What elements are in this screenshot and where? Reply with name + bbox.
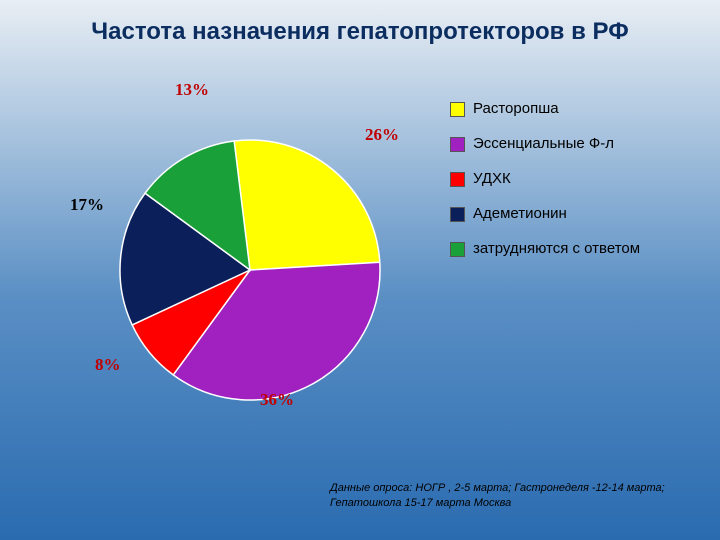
pie-svg: [90, 110, 410, 430]
legend: Расторопша Эссенциальные Ф-л УДХК Адеметион…: [450, 100, 690, 275]
legend-swatch: [450, 137, 465, 152]
legend-label: Адеметионин: [473, 205, 567, 222]
slice-pct-label: 17%: [70, 195, 104, 215]
slice-pct-label: 36%: [260, 390, 294, 410]
legend-swatch: [450, 102, 465, 117]
legend-item: затрудняются с ответом: [450, 240, 690, 257]
legend-swatch: [450, 172, 465, 187]
legend-label: затрудняются с ответом: [473, 240, 640, 257]
footnote: Данные опроса: НОГР , 2-5 марта; Гастрон…: [330, 481, 690, 510]
legend-label: Эссенциальные Ф-л: [473, 135, 614, 152]
page-title: Частота назначения гепатопротекторов в Р…: [0, 18, 720, 46]
slice-pct-label: 8%: [95, 355, 121, 375]
pie-chart: 26% 36% 8% 17% 13%: [60, 80, 420, 420]
legend-swatch: [450, 207, 465, 222]
slice-pct-label: 26%: [365, 125, 399, 145]
legend-swatch: [450, 242, 465, 257]
slide: Частота назначения гепатопротекторов в Р…: [0, 0, 720, 540]
legend-item: УДХК: [450, 170, 690, 187]
legend-item: Расторопша: [450, 100, 690, 117]
legend-item: Адеметионин: [450, 205, 690, 222]
pie-slice: [234, 140, 380, 270]
legend-label: УДХК: [473, 170, 511, 187]
legend-item: Эссенциальные Ф-л: [450, 135, 690, 152]
legend-label: Расторопша: [473, 100, 559, 117]
slice-pct-label: 13%: [175, 80, 209, 100]
